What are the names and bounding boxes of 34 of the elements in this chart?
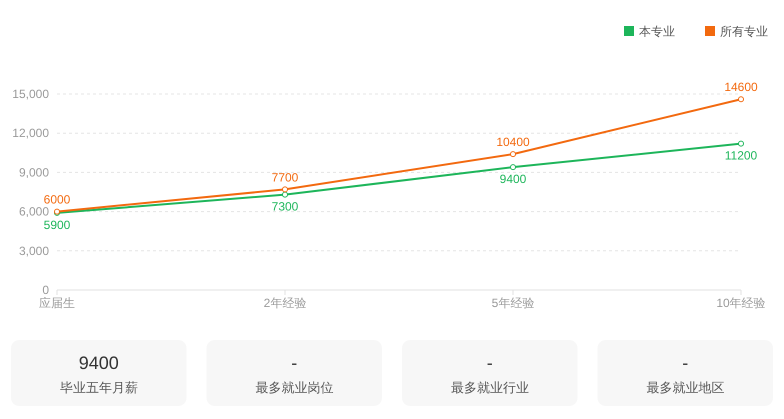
x-tick-label: 10年经验 [716,296,766,310]
data-label: 11200 [724,148,758,163]
point [738,96,744,102]
y-tick-label: 15,000 [12,87,50,101]
y-tick-label: 6,000 [18,204,50,219]
card-label: 毕业五年月薪 [60,380,138,395]
card-value: 9400 [78,353,119,373]
card-value: - [682,353,688,373]
data-label: 5900 [44,218,71,232]
data-label: 6000 [44,192,71,207]
x-tick-label: 5年经验 [492,296,534,310]
y-tick-label: 3,000 [18,244,50,258]
legend-label: 所有专业 [720,24,768,38]
data-label: 10400 [496,135,530,150]
y-tick-label: 0 [42,283,50,297]
data-label: 9400 [500,172,527,186]
data-label: 14600 [724,80,758,94]
y-tick-label: 9,000 [18,165,50,180]
card-label: 最多就业行业 [450,380,529,395]
point [282,186,288,192]
point [738,140,744,147]
point [510,151,516,158]
x-tick-label: 应届生 [39,296,75,310]
card-label: 最多就业地区 [646,380,724,395]
data-label: 7300 [272,200,299,214]
data-label: 7700 [272,170,299,184]
point [282,192,288,198]
card-value: - [291,353,298,373]
x-tick-label: 2年经验 [264,296,306,310]
legend-label: 本专业 [639,24,675,38]
y-tick-label: 12,000 [12,126,50,140]
card-label: 最多就业岗位 [255,380,334,395]
point [510,164,516,170]
card-value: - [486,353,493,373]
